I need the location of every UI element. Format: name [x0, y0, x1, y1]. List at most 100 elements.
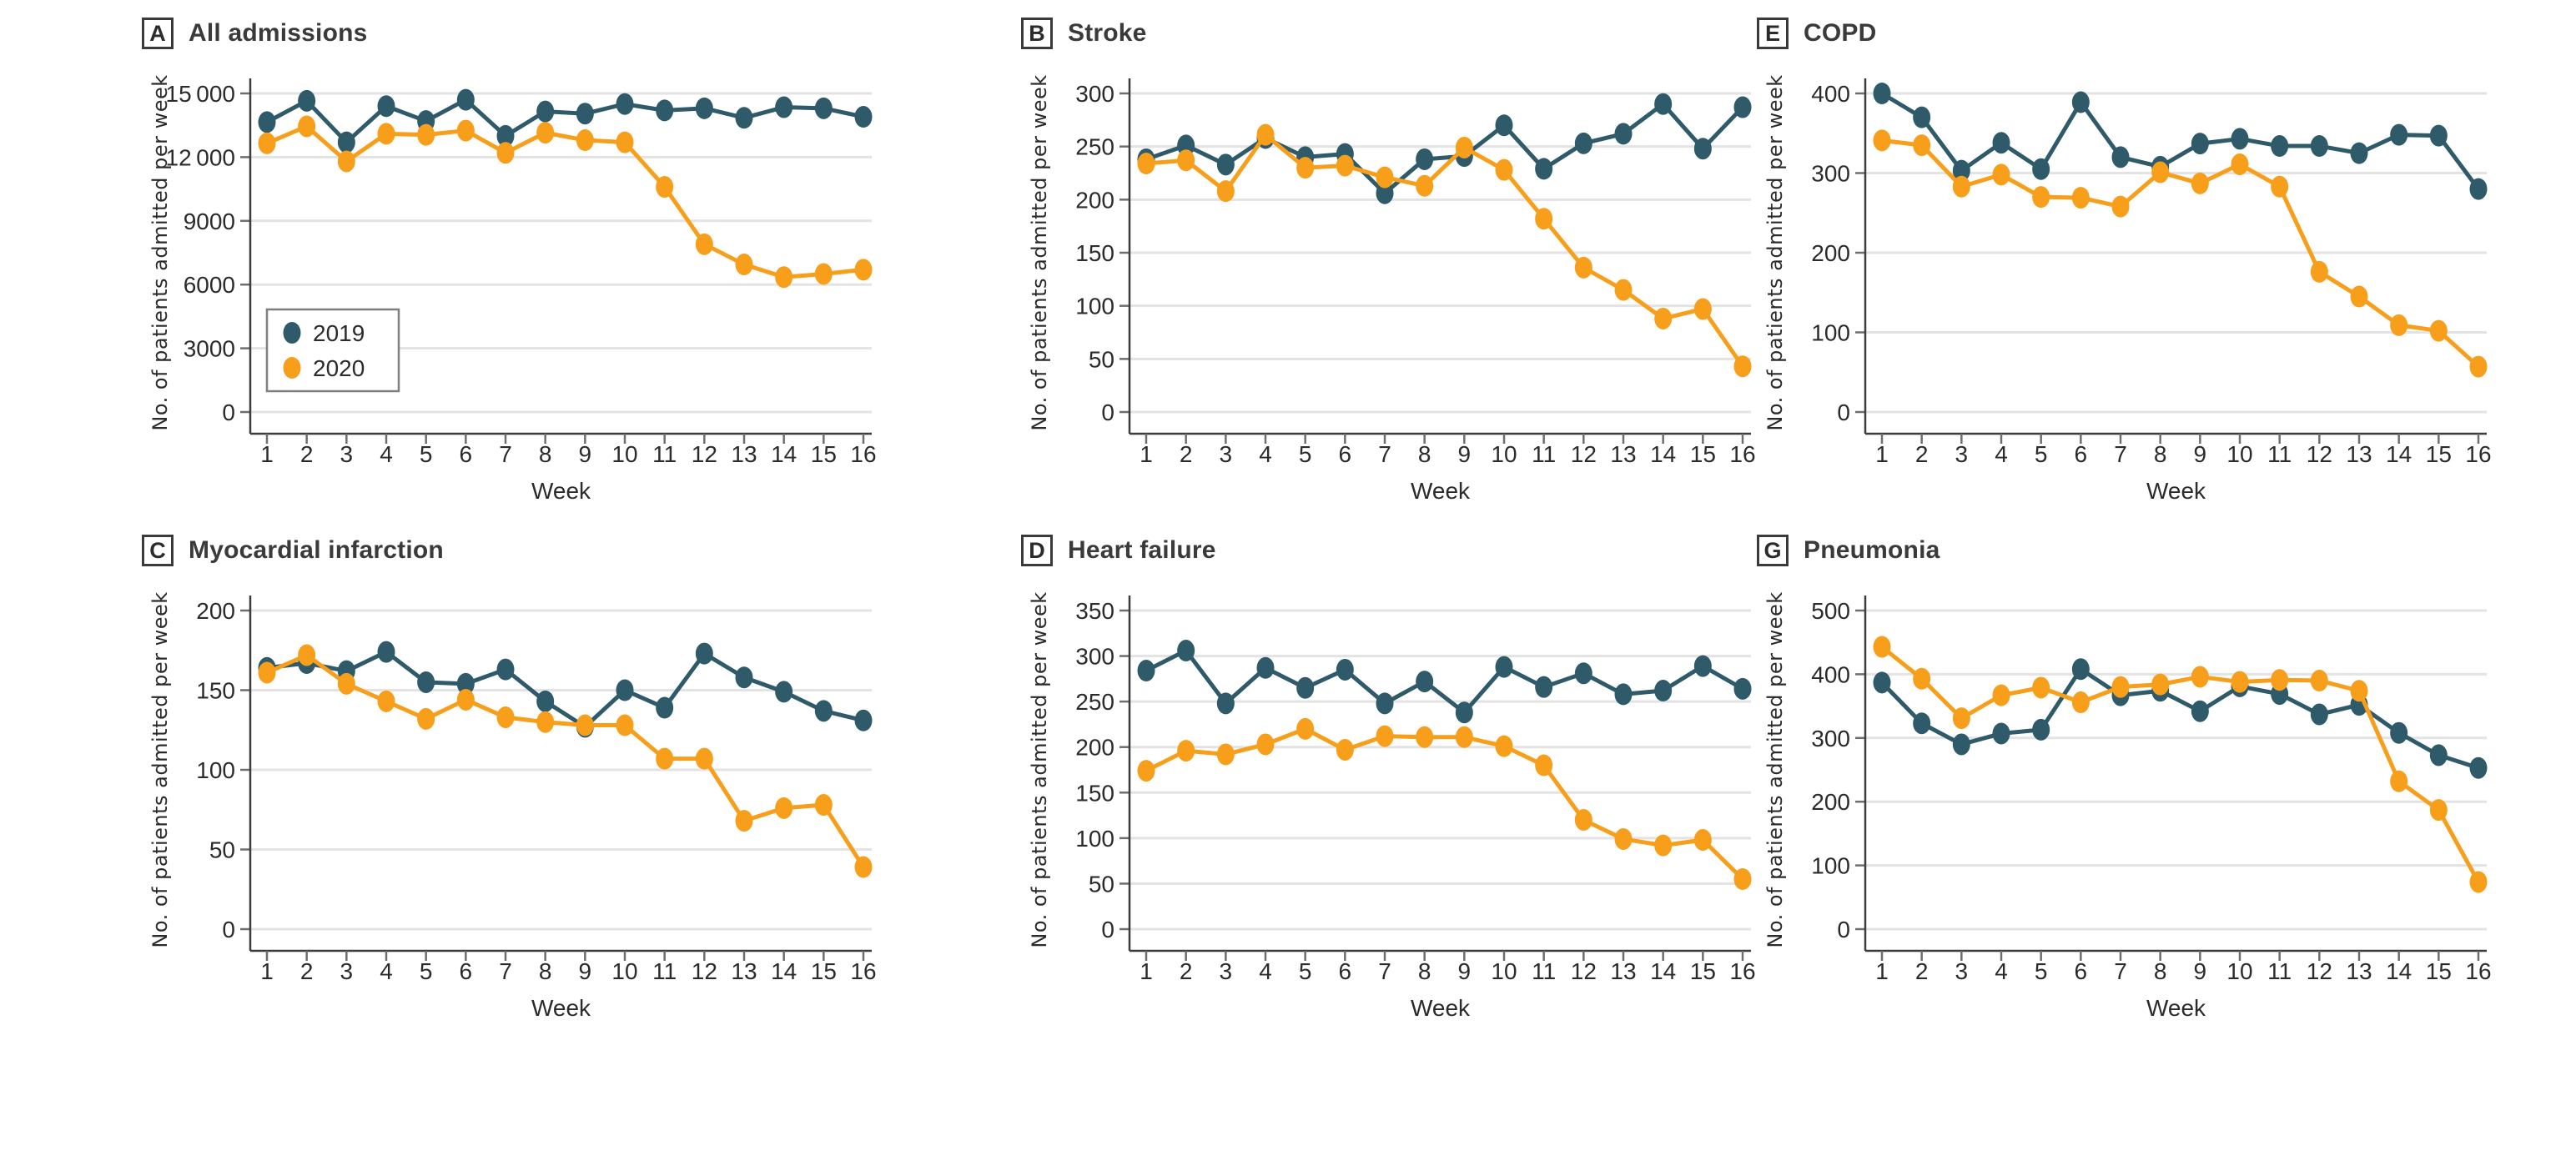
data-point-2020-w2 [1913, 134, 1931, 157]
x-axis-title: Week [2146, 478, 2206, 504]
data-point-2020-w1 [258, 132, 276, 154]
y-tick-label: 300 [1075, 644, 1114, 670]
x-tick-label: 10 [2226, 958, 2252, 984]
x-tick-label: 16 [2465, 958, 2491, 984]
data-point-2020-w10 [616, 714, 634, 736]
y-tick-label: 100 [1075, 826, 1114, 852]
panel-title: Heart failure [1068, 536, 1216, 564]
legend-marker-2019 [283, 322, 301, 344]
x-tick-label: 12 [2307, 441, 2332, 467]
x-tick-label: 13 [2346, 441, 2372, 467]
data-point-2019-w13 [1614, 123, 1633, 145]
x-tick-label: 3 [340, 958, 354, 984]
x-tick-label: 15 [1690, 441, 1716, 467]
data-point-2019-w11 [2271, 135, 2289, 158]
data-point-2019-w4 [1992, 132, 2010, 154]
x-tick-label: 2 [300, 441, 314, 467]
y-tick-label: 50 [209, 837, 235, 863]
x-tick-label: 11 [652, 441, 677, 467]
x-tick-label: 4 [380, 958, 393, 984]
data-point-2019-w4 [377, 95, 395, 118]
data-point-2020-w6 [456, 688, 475, 711]
x-tick-label: 15 [811, 958, 837, 984]
series-line-2019 [1145, 648, 1744, 715]
y-tick-label: 3000 [184, 336, 235, 362]
data-point-2019-w6 [1336, 658, 1354, 681]
data-point-2019-w10 [616, 679, 634, 701]
x-tick-label: 9 [1458, 958, 1472, 984]
x-tick-label: 8 [2154, 958, 2167, 984]
data-point-2020-w12 [2310, 670, 2328, 692]
x-tick-label: 13 [1610, 958, 1636, 984]
data-point-2019-w10 [616, 93, 634, 115]
x-tick-label: 2 [300, 958, 314, 984]
legend-marker-2020 [283, 357, 301, 379]
data-point-2020-w14 [2390, 314, 2408, 336]
data-point-2019-w13 [735, 107, 753, 129]
x-tick-label: 6 [2075, 441, 2088, 467]
x-tick-label: 12 [692, 958, 717, 984]
data-point-2020-w15 [2429, 799, 2448, 822]
series-line-2020 [266, 123, 864, 279]
data-point-2019-w2 [1913, 106, 1931, 128]
x-tick-label: 12 [1571, 958, 1597, 984]
x-tick-label: 2 [1180, 958, 1193, 984]
data-point-2020-w7 [2111, 195, 2130, 218]
x-tick-label: 5 [2035, 958, 2048, 984]
data-point-2019-w5 [417, 671, 435, 693]
data-point-2020-w13 [1614, 279, 1633, 301]
legend-label-2020: 2020 [313, 355, 365, 381]
series-line-2020 [1880, 645, 2481, 883]
data-point-2019-w9 [576, 103, 594, 125]
data-point-2019-w3 [1952, 159, 1970, 182]
panel-b: B Stroke 0 50 100 150 200 250 300 1 2 3 4 5 6 7 8 9 10 11… [1021, 15, 1809, 520]
y-axis-title: No. of patients admitted per week [1028, 591, 1051, 947]
data-point-2020-w5 [417, 707, 435, 730]
series-line-2019 [1880, 91, 2481, 191]
panel-title: Pneumonia [1804, 536, 1940, 564]
data-point-2020-w9 [576, 129, 594, 152]
data-point-2020-w5 [1296, 717, 1315, 740]
data-point-2020-w8 [1416, 726, 1434, 748]
data-point-2020-w16 [2469, 871, 2488, 893]
panel-letter: E [1764, 20, 1780, 46]
data-point-2019-w7 [496, 658, 515, 681]
data-point-2020-w3 [337, 672, 355, 695]
data-point-2020-w11 [1535, 208, 1553, 230]
data-point-2019-w15 [814, 97, 833, 119]
data-point-2020-w7 [496, 142, 515, 164]
data-point-2019-w1 [1137, 660, 1155, 682]
data-point-2020-w3 [337, 150, 355, 173]
data-point-2020-w10 [1495, 735, 1513, 757]
y-tick-label: 15 000 [166, 81, 235, 107]
panel-c-title-row: C Myocardial infarction [142, 532, 930, 569]
data-point-2020-w11 [2271, 669, 2289, 691]
data-point-2020-w5 [2032, 186, 2050, 209]
data-point-2019-w3 [337, 131, 355, 153]
panel-a-title-row: A All admissions [142, 15, 930, 52]
x-axis-title: Week [1411, 478, 1471, 504]
data-point-2020-w10 [1495, 158, 1513, 181]
data-point-2019-w15 [2429, 744, 2448, 766]
data-point-2020-w11 [656, 747, 674, 770]
data-point-2019-w8 [1416, 671, 1434, 693]
panel-letter-box: E [1757, 18, 1789, 49]
data-point-2019-w15 [1693, 138, 1712, 160]
x-tick-label: 16 [850, 958, 876, 984]
y-tick-label: 200 [1811, 789, 1850, 815]
data-point-2020-w16 [854, 259, 873, 281]
data-point-2020-w7 [1376, 725, 1394, 747]
panel-d: D Heart failure 0 50 100 150 200 250 300 350 1 2 3… [1021, 532, 1809, 1037]
x-tick-label: 13 [731, 958, 757, 984]
y-axis-title: No. of patients admitted per week [1028, 74, 1051, 430]
panel-letter: D [1029, 537, 1045, 563]
panel-letter: A [149, 20, 166, 46]
x-tick-label: 6 [2075, 958, 2088, 984]
data-point-2020-w14 [2390, 770, 2408, 792]
data-point-2020-w1 [1137, 760, 1155, 782]
y-tick-label: 250 [1075, 134, 1114, 160]
x-tick-label: 10 [2226, 441, 2252, 467]
x-tick-label: 6 [1339, 441, 1352, 467]
data-point-2020-w4 [377, 123, 395, 145]
